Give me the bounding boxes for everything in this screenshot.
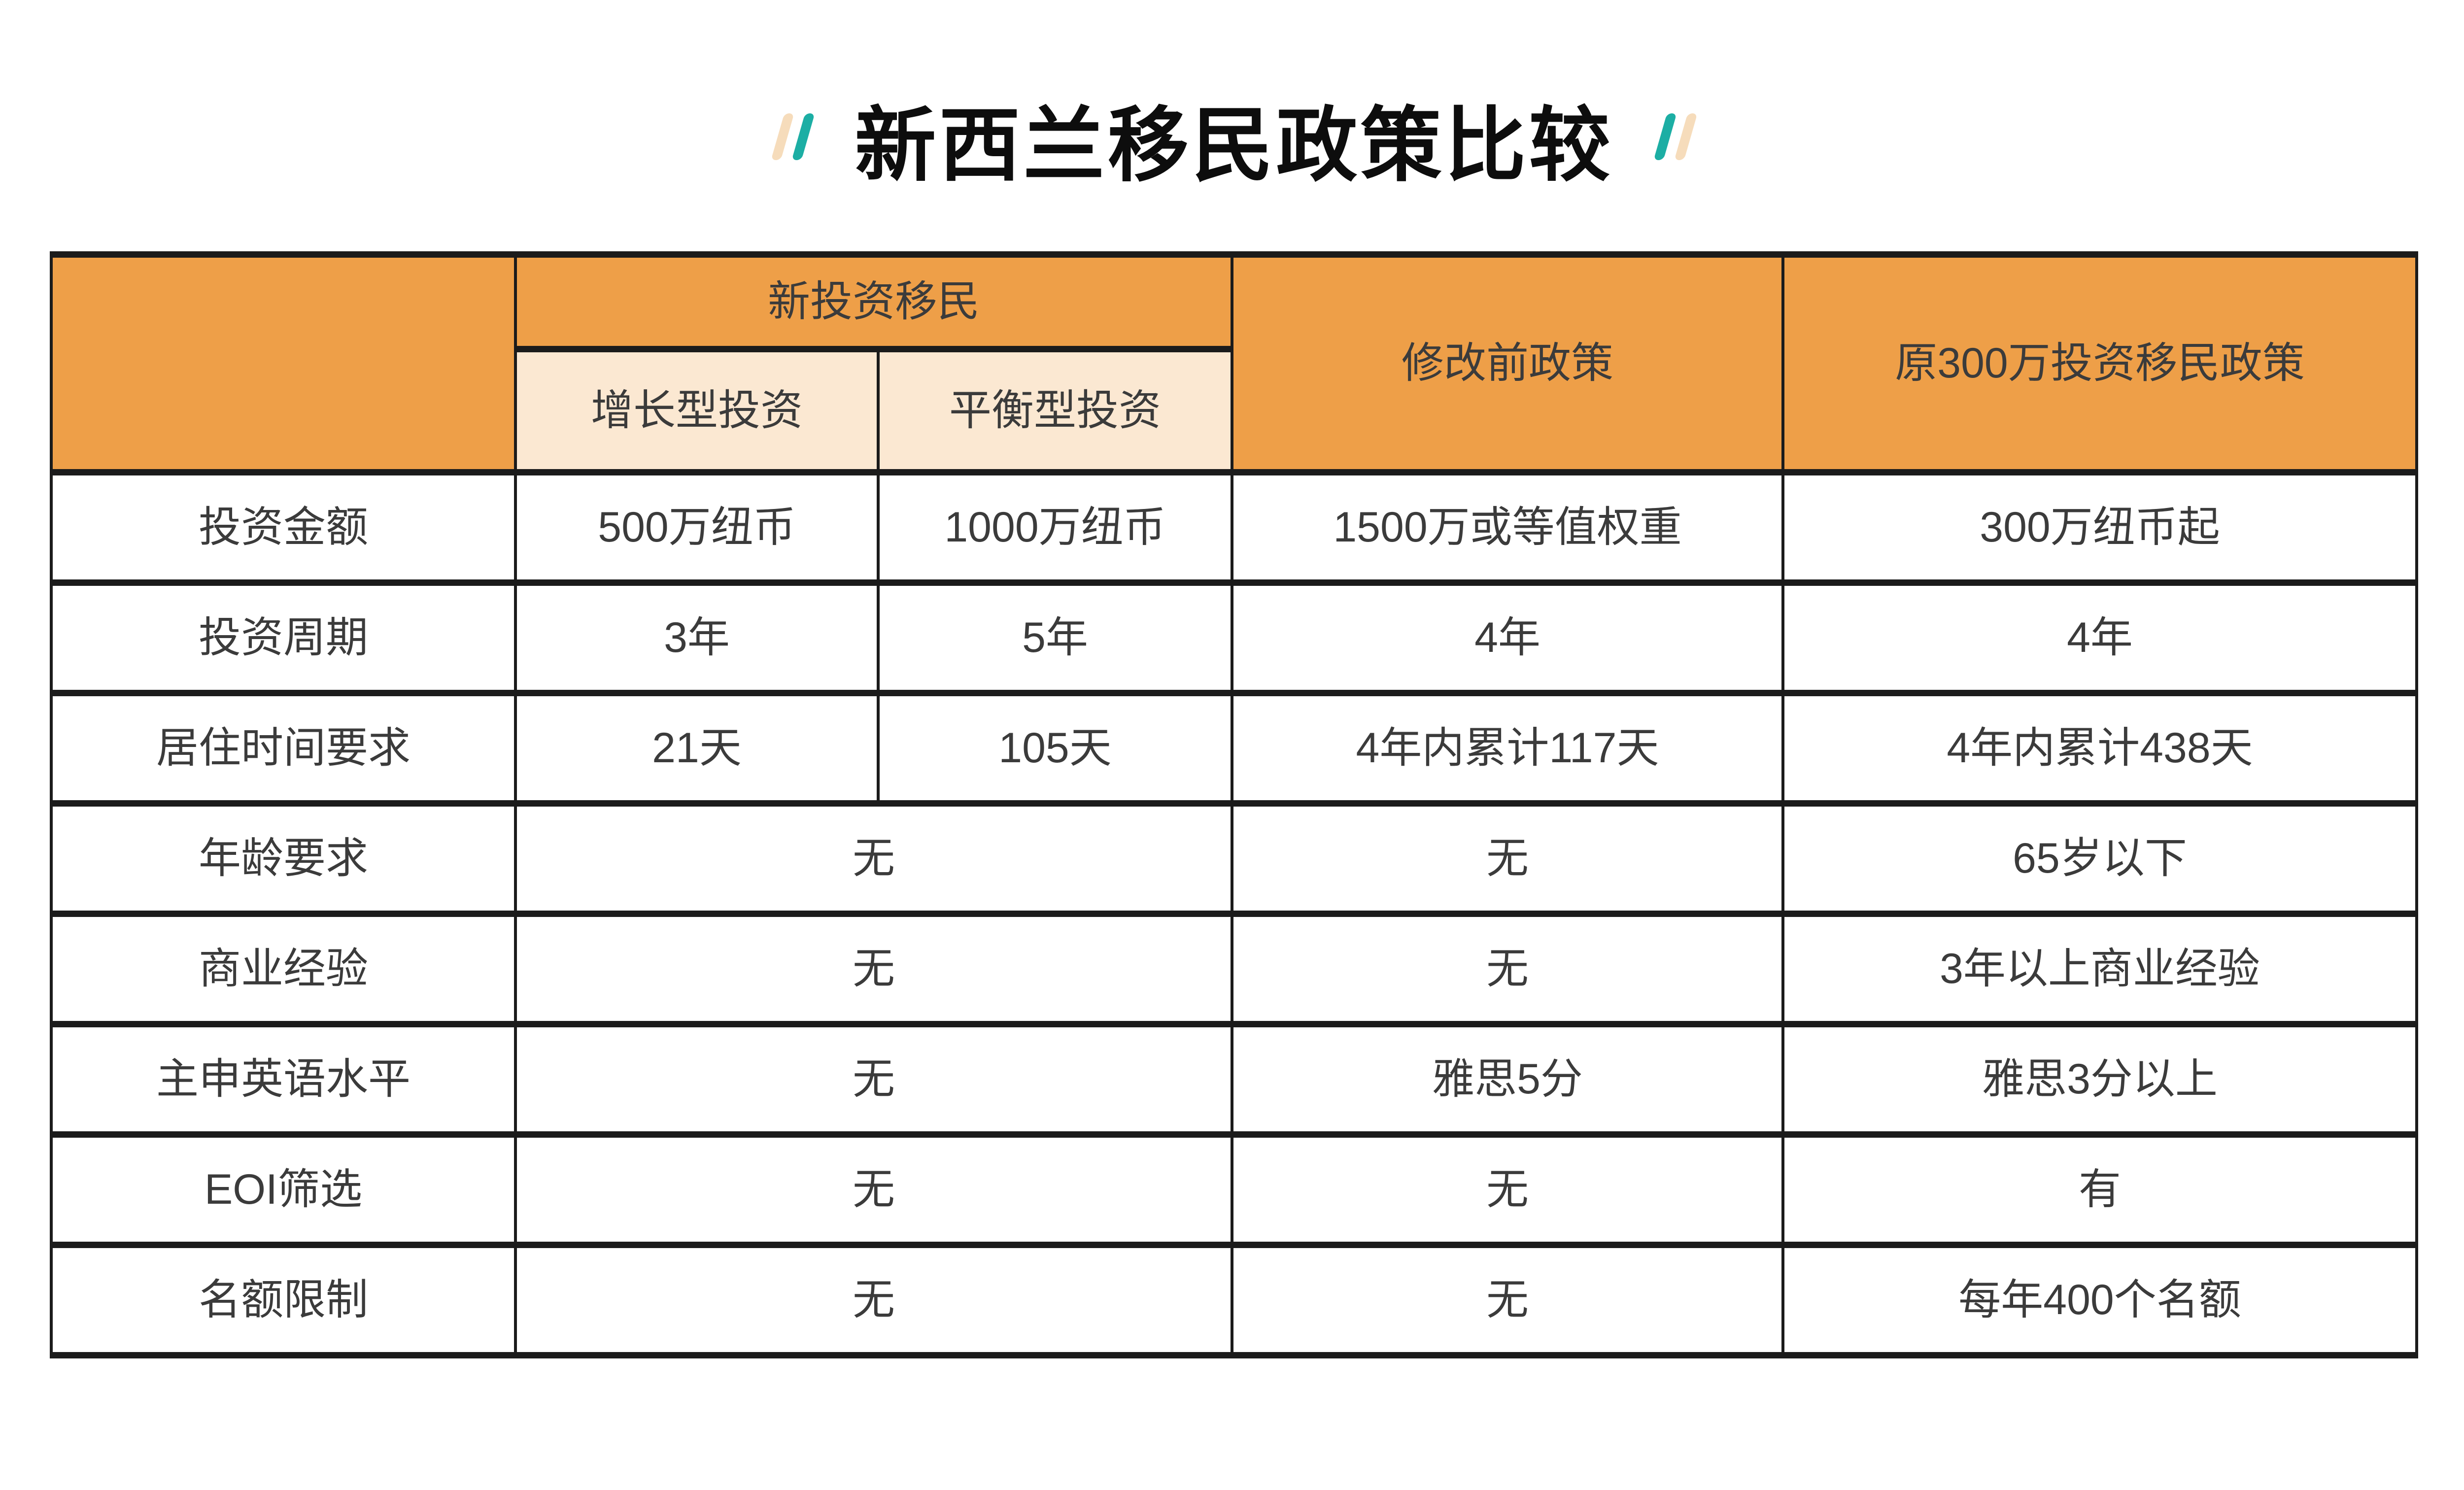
value-cell: 无 xyxy=(514,800,1233,917)
subheader-row: 增长型投资 平衡型投资 xyxy=(51,346,2417,475)
value-cell: 1500万或等值权重 xyxy=(1231,469,1784,586)
quote-bar-cream-icon xyxy=(1674,113,1698,160)
row-label-cell: 投资周期 xyxy=(50,579,517,696)
value-cell: 无 xyxy=(514,1242,1233,1358)
value-cell: 有 xyxy=(1781,1131,2418,1248)
table-row: 居住时间要求 21天 105天 4年内累计117天 4年内累计438天 xyxy=(50,690,2418,807)
value-cell: 无 xyxy=(514,911,1233,1027)
table-row: 投资周期 3年 5年 4年 4年 xyxy=(50,579,2418,696)
value-cell: 无 xyxy=(1231,1131,1784,1248)
value-cell: 无 xyxy=(1231,800,1784,917)
table-body: 投资金额 500万纽币 1000万纽币 1500万或等值权重 300万纽币起 投资周期 3年… xyxy=(50,469,2418,1358)
value-cell: 3年 xyxy=(514,579,880,696)
comparison-table: 新投资移民 修改前政策 原300万投资移民政策 增长型投资 平衡型投资 投资金额 500万… xyxy=(50,251,2418,1358)
row-label-cell: EOI筛选 xyxy=(50,1131,517,1248)
value-cell: 无 xyxy=(1231,1242,1784,1358)
value-cell: 雅思5分 xyxy=(1231,1021,1784,1138)
row-label-cell: 名额限制 xyxy=(50,1242,517,1358)
value-cell: 500万纽币 xyxy=(514,469,880,586)
subcolumn-header-cell: 平衡型投资 xyxy=(877,346,1233,475)
right-quote-icon xyxy=(1653,113,1698,160)
quote-bar-cream-icon xyxy=(770,113,794,160)
column-header-cell: 原300万投资移民政策 xyxy=(1781,251,2418,475)
row-label-cell: 投资金额 xyxy=(50,469,517,586)
value-cell: 无 xyxy=(514,1131,1233,1248)
table-row: 名额限制无无每年400个名额 xyxy=(50,1242,2418,1358)
table-row: 主申英语水平无雅思5分 雅思3分以上 xyxy=(50,1021,2418,1138)
row-label-cell: 居住时间要求 xyxy=(50,690,517,807)
group-header-cell: 新投资移民 xyxy=(514,251,1233,352)
row-label-cell: 商业经验 xyxy=(50,911,517,1027)
quote-bar-teal-icon xyxy=(1653,113,1677,160)
quote-bar-teal-icon xyxy=(791,113,815,160)
row-label-cell: 年龄要求 xyxy=(50,800,517,917)
value-cell: 105天 xyxy=(877,690,1233,807)
table-row: EOI筛选无无有 xyxy=(50,1131,2418,1248)
title-row: 新西兰移民政策比较 xyxy=(0,0,2464,192)
value-cell: 3年以上商业经验 xyxy=(1781,911,2418,1027)
value-cell: 每年400个名额 xyxy=(1781,1242,2418,1358)
value-cell: 300万纽币起 xyxy=(1781,469,2418,586)
value-cell: 21天 xyxy=(514,690,880,807)
left-quote-icon xyxy=(770,113,815,160)
value-cell: 雅思3分以上 xyxy=(1781,1021,2418,1138)
value-cell: 无 xyxy=(1231,911,1784,1027)
table-row: 商业经验无无 3年以上商业经验 xyxy=(50,911,2418,1027)
value-cell: 无 xyxy=(514,1021,1233,1138)
value-cell: 5年 xyxy=(877,579,1233,696)
value-cell: 4年 xyxy=(1231,579,1784,696)
table-row: 投资金额 500万纽币 1000万纽币 1500万或等值权重 300万纽币起 xyxy=(50,469,2418,586)
value-cell: 4年 xyxy=(1781,579,2418,696)
page-title: 新西兰移民政策比较 xyxy=(855,100,1613,191)
table-row: 年龄要求无无 65岁以下 xyxy=(50,800,2418,917)
value-cell: 4年内累计117天 xyxy=(1231,690,1784,807)
table-header: 新投资移民 修改前政策 原300万投资移民政策 增长型投资 平衡型投资 xyxy=(50,251,2418,475)
value-cell: 1000万纽币 xyxy=(877,469,1233,586)
subcolumn-header-cell: 增长型投资 xyxy=(514,346,880,475)
column-header-cell: 修改前政策 xyxy=(1231,251,1784,475)
row-label-cell: 主申英语水平 xyxy=(50,1021,517,1138)
header-row: 新投资移民 修改前政策 原300万投资移民政策 xyxy=(50,251,2418,475)
value-cell: 65岁以下 xyxy=(1781,800,2418,917)
corner-header-cell xyxy=(50,251,517,475)
value-cell: 4年内累计438天 xyxy=(1781,690,2418,807)
